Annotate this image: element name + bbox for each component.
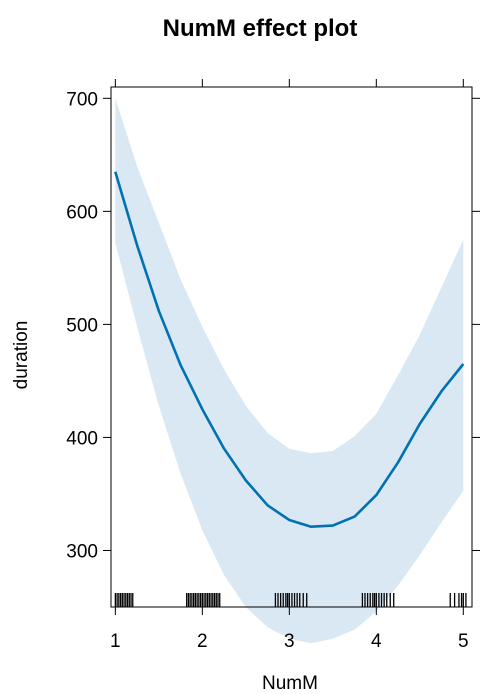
y-tick-label: 700 bbox=[66, 89, 98, 110]
y-tick-label: 300 bbox=[66, 541, 98, 562]
y-axis: 300 400 500 600 700 bbox=[66, 89, 480, 562]
confidence-band bbox=[115, 98, 464, 644]
x-tick-label: 2 bbox=[197, 631, 208, 652]
y-axis-label: duration bbox=[11, 321, 32, 390]
x-tick-label: 5 bbox=[458, 631, 469, 652]
x-tick-label: 4 bbox=[371, 631, 382, 652]
plot-area bbox=[114, 98, 467, 644]
y-tick-label: 400 bbox=[66, 428, 98, 449]
x-tick-label: 3 bbox=[284, 631, 295, 652]
fit-line bbox=[114, 171, 465, 528]
chart-title: NumM effect plot bbox=[163, 15, 358, 42]
x-axis: 1 2 3 4 5 bbox=[110, 79, 469, 652]
x-tick-label: 1 bbox=[110, 631, 121, 652]
x-axis-label: NumM bbox=[262, 673, 318, 694]
y-tick-label: 600 bbox=[66, 202, 98, 223]
y-tick-label: 500 bbox=[66, 315, 98, 336]
rug-marks bbox=[114, 593, 467, 607]
plot-frame bbox=[110, 86, 473, 608]
